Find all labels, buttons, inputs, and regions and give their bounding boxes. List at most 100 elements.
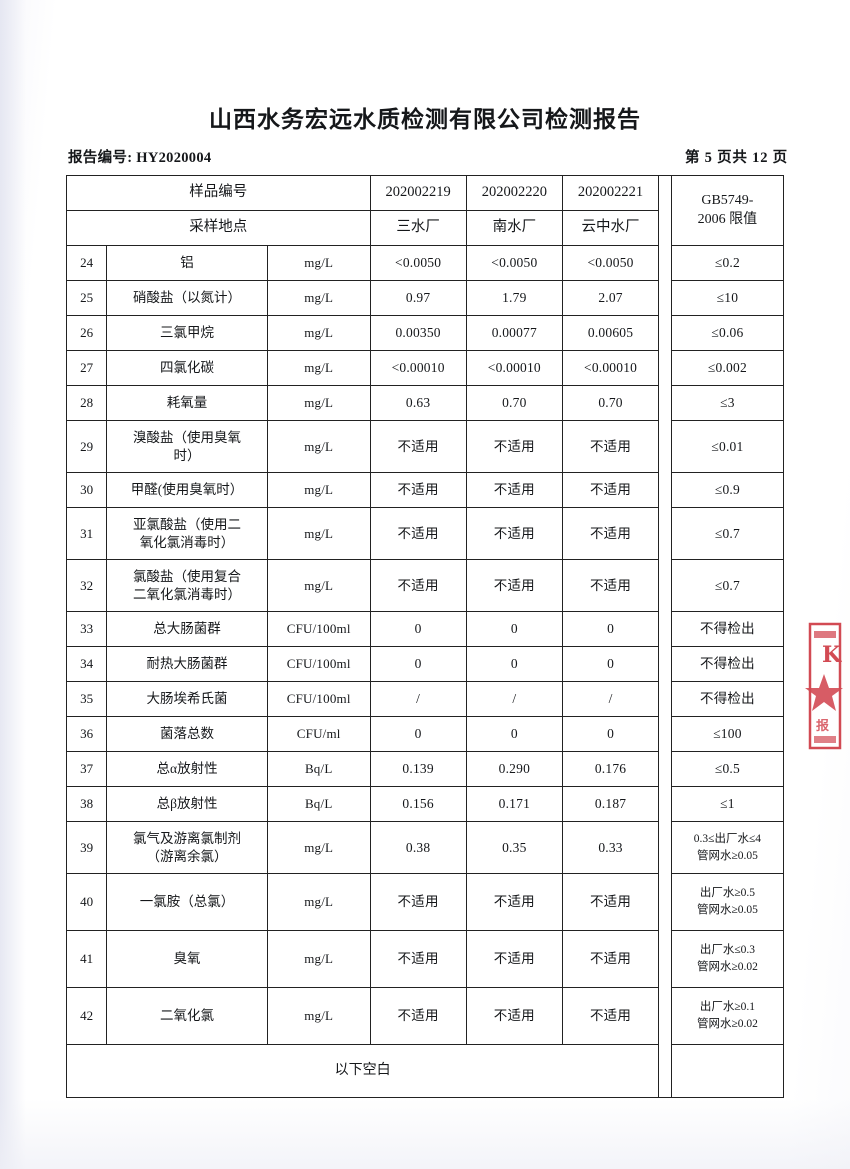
row-standard-limit: 出厂水≥0.1 管网水≥0.02 [670, 987, 785, 1045]
row-index: 30 [65, 472, 108, 508]
fold-gap [658, 175, 672, 1098]
table-header-sampling-sites: 采样地点 三水厂 南水厂 云中水厂 [66, 210, 784, 246]
row-index: 28 [65, 385, 108, 421]
row-unit: CFU/100ml [266, 646, 371, 682]
table-row: 42 二氧化氯 mg/L 不适用 不适用 不适用 出厂水≥0.1 管网水≥0.02 [65, 987, 785, 1045]
row-parameter-name: 总β放射性 [106, 786, 268, 822]
row-value-sample-1: 不适用 [369, 420, 467, 473]
row-standard-limit: ≤3 [670, 385, 785, 421]
table-row: 34 耐热大肠菌群 CFU/100ml 0 0 0 不得检出 [65, 646, 785, 682]
row-parameter-name: 溴酸盐（使用臭氧 时） [106, 420, 268, 473]
row-value-sample-2: 0.171 [465, 786, 563, 822]
header-sample-no-3: 202002221 [561, 175, 660, 211]
table-row: 36 菌落总数 CFU/ml 0 0 0 ≤100 [65, 716, 785, 752]
row-standard-limit: 出厂水≥0.5 管网水≥0.05 [670, 873, 785, 931]
row-index: 34 [65, 646, 108, 682]
row-value-sample-2: 不适用 [465, 507, 563, 560]
row-value-sample-1: 0 [369, 611, 467, 647]
table-row: 32 氯酸盐（使用复合 二氧化氯消毒时） mg/L 不适用 不适用 不适用 ≤0.7 [65, 559, 785, 612]
row-value-sample-2: 0.00077 [465, 315, 563, 351]
row-unit: mg/L [266, 315, 371, 351]
page-indicator: 第 5 页共 12 页 [684, 150, 788, 166]
row-value-sample-3: / [561, 681, 660, 717]
row-value-sample-3: <0.0050 [561, 245, 660, 281]
row-index: 35 [65, 681, 108, 717]
row-parameter-name: 总α放射性 [106, 751, 268, 787]
row-parameter-name: 亚氯酸盐（使用二 氧化氯消毒时） [106, 507, 268, 560]
row-standard-limit: 不得检出 [670, 646, 785, 682]
row-standard-limit: ≤0.01 [670, 420, 785, 473]
table-row: 27 四氯化碳 mg/L <0.00010 <0.00010 <0.00010 ≤0.002 [65, 350, 785, 386]
row-standard-limit: ≤10 [670, 280, 785, 316]
row-standard-limit: 不得检出 [670, 611, 785, 647]
table-row: 39 氯气及游离氯制剂 （游离余氯） mg/L 0.38 0.35 0.33 0.3≤出厂水≤… [65, 821, 785, 874]
row-index: 40 [65, 873, 108, 931]
table-row: 33 总大肠菌群 CFU/100ml 0 0 0 不得检出 [65, 611, 785, 647]
row-parameter-name: 总大肠菌群 [106, 611, 268, 647]
header-sample-no-2: 202002220 [465, 175, 563, 211]
row-parameter-name: 大肠埃希氏菌 [106, 681, 268, 717]
row-value-sample-1: 0 [369, 646, 467, 682]
row-value-sample-1: 0.156 [369, 786, 467, 822]
row-value-sample-1: <0.00010 [369, 350, 467, 386]
row-value-sample-2: 0.35 [465, 821, 563, 874]
results-table: 样品编号 202002219 202002220 202002221 GB5749- 20… [65, 175, 785, 1098]
row-standard-limit: ≤1 [670, 786, 785, 822]
row-value-sample-3: 0 [561, 611, 660, 647]
table-row: 30 甲醛(使用臭氧时） mg/L 不适用 不适用 不适用 ≤0.9 [65, 472, 785, 508]
row-value-sample-1: 0.00350 [369, 315, 467, 351]
row-parameter-name: 硝酸盐（以氮计） [106, 280, 268, 316]
row-unit: mg/L [266, 350, 371, 386]
row-value-sample-1: <0.0050 [369, 245, 467, 281]
row-standard-limit: ≤0.5 [670, 751, 785, 787]
header-limit-label: GB5749- 2006 限值 [670, 175, 785, 246]
row-unit: CFU/100ml [266, 611, 371, 647]
row-standard-limit: ≤0.2 [670, 245, 785, 281]
row-index: 26 [65, 315, 108, 351]
row-value-sample-2: 不适用 [465, 930, 563, 988]
table-header-sample-numbers: 样品编号 202002219 202002220 202002221 GB5749- 20… [66, 175, 785, 1098]
row-standard-limit: ≤100 [670, 716, 785, 752]
header-sampling-site-1: 三水厂 [369, 210, 467, 246]
row-index: 33 [65, 611, 108, 647]
row-parameter-name: 耐热大肠菌群 [106, 646, 268, 682]
row-index: 41 [65, 930, 108, 988]
table-row: 40 一氯胺（总氯） mg/L 不适用 不适用 不适用 出厂水≥0.5 管网水≥0.05 [65, 873, 785, 931]
row-parameter-name: 耗氧量 [106, 385, 268, 421]
row-parameter-name: 氯酸盐（使用复合 二氧化氯消毒时） [106, 559, 268, 612]
row-value-sample-3: 不适用 [561, 930, 660, 988]
row-value-sample-3: 不适用 [561, 873, 660, 931]
row-value-sample-1: 不适用 [369, 472, 467, 508]
row-unit: Bq/L [266, 751, 371, 787]
header-sampling-site-label: 采样地点 [66, 210, 371, 246]
row-index: 31 [65, 507, 108, 560]
table-row: 26 三氯甲烷 mg/L 0.00350 0.00077 0.00605 ≤0.06 [65, 315, 785, 351]
row-index: 39 [65, 821, 108, 874]
row-parameter-name: 菌落总数 [106, 716, 268, 752]
table-row: 29 溴酸盐（使用臭氧 时） mg/L 不适用 不适用 不适用 ≤0.01 [65, 420, 785, 473]
row-index: 37 [65, 751, 108, 787]
table-row: 41 臭氧 mg/L 不适用 不适用 不适用 出厂水≤0.3 管网水≥0.02 [65, 930, 785, 988]
row-value-sample-2: 0 [465, 716, 563, 752]
row-parameter-name: 氯气及游离氯制剂 （游离余氯） [106, 821, 268, 874]
header-sampling-site-3: 云中水厂 [561, 210, 660, 246]
row-value-sample-2: 0 [465, 611, 563, 647]
table-row: 25 硝酸盐（以氮计） mg/L 0.97 1.79 2.07 ≤10 [65, 280, 785, 316]
row-standard-limit: ≤0.9 [670, 472, 785, 508]
report-number: 报告编号: HY2020004 [68, 150, 212, 166]
row-value-sample-3: 2.07 [561, 280, 660, 316]
row-unit: mg/L [266, 873, 371, 931]
row-parameter-name: 二氧化氯 [106, 987, 268, 1045]
row-value-sample-2: 0.290 [465, 751, 563, 787]
row-value-sample-2: 0.70 [465, 385, 563, 421]
row-value-sample-2: 不适用 [465, 987, 563, 1045]
row-value-sample-1: 0.63 [369, 385, 467, 421]
row-parameter-name: 甲醛(使用臭氧时） [106, 472, 268, 508]
report-meta-row: 报告编号: HY2020004 第 5 页共 12 页 [68, 146, 788, 167]
blank-note: 以下空白 [65, 1044, 660, 1098]
row-value-sample-2: / [465, 681, 563, 717]
row-standard-limit: ≤0.002 [670, 350, 785, 386]
row-value-sample-3: 0 [561, 716, 660, 752]
table-row: 31 亚氯酸盐（使用二 氧化氯消毒时） mg/L 不适用 不适用 不适用 ≤0.7 [65, 507, 785, 560]
row-standard-limit: ≤0.7 [670, 559, 785, 612]
